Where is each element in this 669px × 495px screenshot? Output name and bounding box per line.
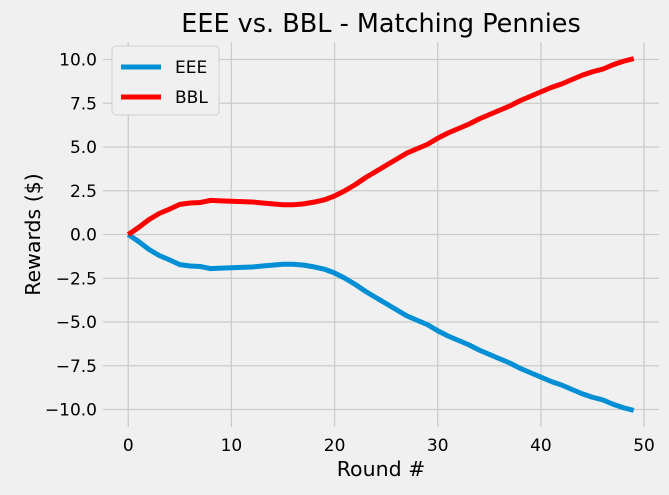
y-tick-label: −2.5 bbox=[56, 269, 97, 289]
x-tick-label: 40 bbox=[530, 436, 552, 456]
y-tick-label: −7.5 bbox=[56, 357, 97, 377]
series-lines bbox=[126, 56, 635, 413]
grid bbox=[103, 42, 659, 427]
x-tick-label: 50 bbox=[633, 436, 655, 456]
x-tick-label: 10 bbox=[221, 436, 243, 456]
chart-title: EEE vs. BBL - Matching Pennies bbox=[181, 9, 581, 39]
legend: EEE BBL bbox=[111, 45, 220, 116]
legend-label-eee: EEE bbox=[175, 58, 207, 78]
x-tick-label: 20 bbox=[324, 436, 346, 456]
y-tick-label: 0.0 bbox=[70, 226, 97, 246]
series-line-bbl bbox=[126, 56, 635, 237]
y-tick-label: 2.5 bbox=[70, 182, 97, 202]
y-tick-label: −5.0 bbox=[56, 313, 97, 333]
x-tick-labels: 0 10 20 30 40 50 bbox=[123, 436, 655, 456]
x-tick-label: 30 bbox=[427, 436, 449, 456]
y-tick-label: 7.5 bbox=[70, 94, 97, 114]
legend-label-bbl: BBL bbox=[175, 88, 208, 108]
y-tick-label: 10.0 bbox=[59, 51, 97, 71]
x-axis-label: Round # bbox=[337, 457, 426, 481]
y-tick-labels: −10.0 −7.5 −5.0 −2.5 0.0 2.5 5.0 7.5 10.0 bbox=[45, 51, 97, 421]
y-tick-label: 5.0 bbox=[70, 138, 97, 158]
y-axis-label: Rewards ($) bbox=[21, 173, 45, 296]
y-tick-label: −10.0 bbox=[45, 401, 97, 421]
series-line-eee bbox=[126, 232, 635, 413]
x-tick-label: 0 bbox=[123, 436, 134, 456]
